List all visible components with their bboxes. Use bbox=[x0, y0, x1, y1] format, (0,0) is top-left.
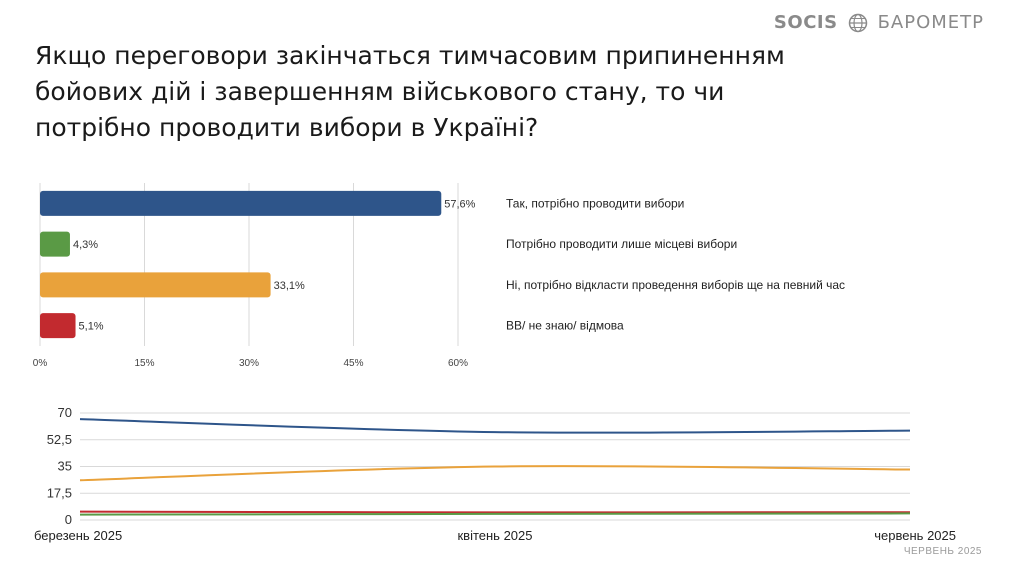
line-y-tick-label: 35 bbox=[58, 459, 72, 474]
footer-date: ЧЕРВЕНЬ 2025 bbox=[903, 546, 982, 557]
bar bbox=[40, 190, 442, 216]
bar-x-tick-label: 15% bbox=[134, 358, 154, 369]
line-x-tick-label: березень 2025 bbox=[34, 528, 122, 543]
bar-x-tick-label: 60% bbox=[448, 358, 468, 369]
bar-category-label: Потрібно проводити лише місцеві вибори bbox=[506, 237, 737, 251]
brand-name: БАРОМЕТР bbox=[877, 12, 984, 33]
bar-x-tick-label: 0% bbox=[33, 358, 48, 369]
globe-icon bbox=[848, 13, 867, 32]
bar-value-label: 4,3% bbox=[73, 239, 98, 251]
line-series bbox=[79, 510, 911, 514]
line-y-tick-label: 0 bbox=[65, 512, 72, 527]
bar-x-tick-label: 30% bbox=[239, 358, 259, 369]
bar-category-label: ВВ/ не знаю/ відмова bbox=[506, 319, 624, 333]
line-series bbox=[79, 418, 911, 434]
bar bbox=[40, 272, 271, 298]
line-series bbox=[79, 512, 911, 516]
line-series bbox=[79, 465, 911, 482]
bar-value-label: 57,6% bbox=[444, 198, 475, 210]
socis-logo: SOCIS bbox=[773, 12, 838, 33]
bar bbox=[40, 313, 76, 339]
bar-value-label: 5,1% bbox=[79, 321, 104, 333]
bar bbox=[40, 231, 70, 257]
bar-category-label: Ні, потрібно відкласти проведення виборі… bbox=[506, 278, 845, 292]
line-y-tick-label: 70 bbox=[58, 405, 72, 420]
line-x-tick-label: квітень 2025 bbox=[457, 528, 532, 543]
bar-category-label: Так, потрібно проводити вибори bbox=[506, 196, 684, 210]
page-title: Якщо переговори закінчаться тимчасовим п… bbox=[35, 41, 785, 142]
bar-x-tick-label: 45% bbox=[343, 358, 363, 369]
line-y-tick-label: 17,5 bbox=[47, 485, 72, 500]
line-y-tick-label: 52,5 bbox=[47, 432, 72, 447]
brand-header: SOCIS БАРОМЕТР bbox=[774, 12, 984, 33]
bar-value-label: 33,1% bbox=[274, 280, 305, 292]
line-x-tick-label: червень 2025 bbox=[874, 528, 956, 543]
